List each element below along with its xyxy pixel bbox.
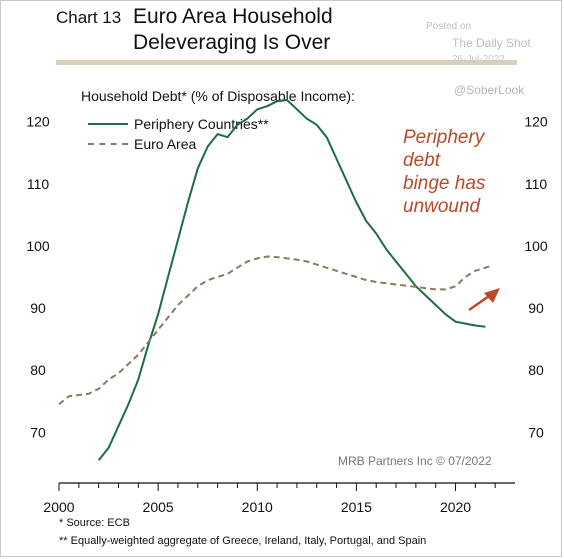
y-tick-label-left: 90 [30,300,46,316]
chart-credit: MRB Partners Inc © 07/2022 [338,454,492,468]
legend-label-euro-area: Euro Area [134,136,197,152]
annotation-line-3: binge has [403,173,486,194]
chart-title-line-1: Euro Area Household [133,5,333,28]
y-tick-label-right: 70 [528,424,544,440]
y-tick-label-right: 80 [528,362,544,378]
x-tick-label: 2000 [43,499,74,515]
annotation: Periphery debt binge has unwound [403,126,533,218]
annotation-line-4: unwound [403,196,481,217]
y-tick-label-right: 120 [524,114,548,130]
watermark-posted: Posted on [426,21,472,32]
legend-swatch-euro-area [88,143,128,145]
watermark-site: The Daily Shot [452,36,531,50]
footnote-source: * Source: ECB [59,517,130,529]
legend-swatch-periphery [88,123,128,125]
legend-item-euro-area: Euro Area [88,134,269,154]
y-tick-label-left: 110 [27,176,50,192]
watermark-handle: @SoberLook [454,83,525,97]
x-tick-label: 2010 [242,499,273,515]
header-rule [56,60,517,65]
y-tick-label-right: 90 [528,300,544,316]
y-tick-label-right: 110 [525,176,548,192]
chart-title-line-2: Deleveraging Is Over [133,31,331,54]
x-tick-label: 2005 [143,499,174,515]
y-tick-label-right: 100 [524,238,548,254]
chart-title: Euro Area Household Deleveraging Is Over [133,4,333,56]
x-tick-label: 2015 [341,499,372,515]
footnote-periphery-definition: ** Equally-weighted aggregate of Greece,… [59,535,427,547]
series-line-euro-area [58,255,492,406]
annotation-line-2: debt [403,150,440,171]
y-tick-label-left: 70 [30,424,46,440]
series-line-periphery [97,99,486,461]
annotation-arrow-head [484,288,500,303]
watermark-date: 26-Jul-2022 [452,54,505,65]
annotation-line-1: Periphery [403,127,485,148]
chart-number: Chart 13 [56,8,122,27]
x-tick-label: 2020 [440,499,471,515]
y-tick-label-left: 120 [26,114,50,130]
y-tick-label-left: 100 [26,238,50,254]
y-tick-label-left: 80 [30,362,46,378]
